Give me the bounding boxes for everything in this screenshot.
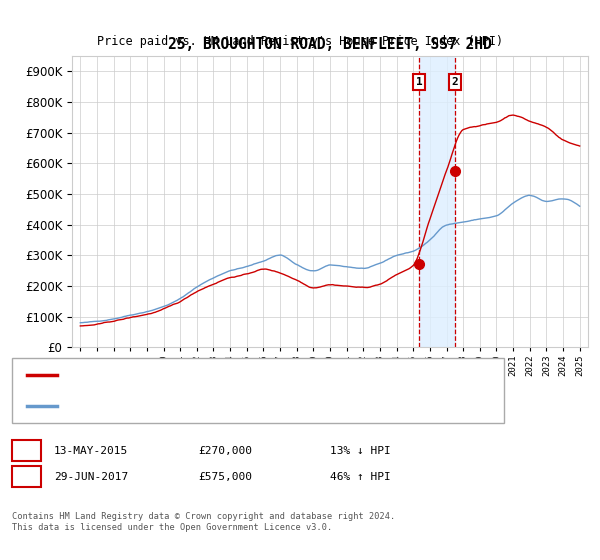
Text: 46% ↑ HPI: 46% ↑ HPI xyxy=(330,472,391,482)
Text: Price paid vs. HM Land Registry's House Price Index (HPI): Price paid vs. HM Land Registry's House … xyxy=(97,35,503,48)
Text: 25, BROUGHTON ROAD, BENFLEET, SS7 2HD (detached house): 25, BROUGHTON ROAD, BENFLEET, SS7 2HD (d… xyxy=(63,370,401,380)
Text: 2: 2 xyxy=(451,77,458,87)
Text: 29-JUN-2017: 29-JUN-2017 xyxy=(54,472,128,482)
Text: 1: 1 xyxy=(23,444,30,458)
Text: 2: 2 xyxy=(23,470,30,484)
Bar xyxy=(419,56,455,347)
Text: £575,000: £575,000 xyxy=(198,472,252,482)
Title: 25, BROUGHTON ROAD, BENFLEET, SS7 2HD: 25, BROUGHTON ROAD, BENFLEET, SS7 2HD xyxy=(168,37,492,52)
Text: 1: 1 xyxy=(416,77,422,87)
Text: £270,000: £270,000 xyxy=(198,446,252,456)
Text: 13-MAY-2015: 13-MAY-2015 xyxy=(54,446,128,456)
Text: 13% ↓ HPI: 13% ↓ HPI xyxy=(330,446,391,456)
Text: Contains HM Land Registry data © Crown copyright and database right 2024.
This d: Contains HM Land Registry data © Crown c… xyxy=(12,512,395,532)
Text: HPI: Average price, detached house, Castle Point: HPI: Average price, detached house, Cast… xyxy=(63,401,363,411)
